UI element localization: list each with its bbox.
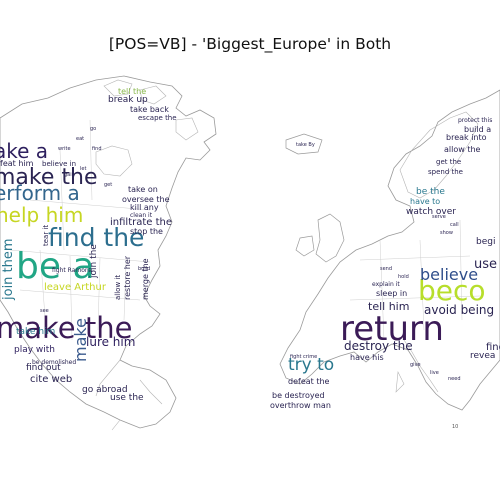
word: build a [464, 125, 491, 134]
word: sleep in [376, 289, 407, 298]
word: eat [76, 136, 84, 142]
word: show [440, 230, 453, 236]
word: join them [1, 238, 16, 301]
word: escape the [138, 114, 177, 122]
word: take him [16, 327, 55, 337]
word: erform a [0, 181, 80, 205]
word: have his [350, 353, 384, 362]
word: give [410, 362, 421, 368]
word: gain [64, 172, 75, 178]
word: find out [26, 363, 61, 373]
word: tear it [42, 225, 50, 246]
word: break up [108, 95, 148, 105]
word: see [40, 308, 49, 314]
iceland-outline [285, 133, 323, 155]
word: be a [16, 246, 95, 287]
page-title: [POS=VB] - 'Biggest_Europe' in Both [108, 35, 392, 53]
europe-map: 10 beco return try to believe avoid bein… [270, 89, 500, 430]
arctic-islands-outline [103, 79, 199, 141]
word: tell him [368, 300, 409, 313]
word: beco [418, 274, 486, 307]
word: take on [128, 185, 158, 194]
word: protect this [458, 117, 492, 124]
north-america-outline [0, 75, 217, 429]
word: begi [476, 237, 495, 247]
word: join the [89, 244, 99, 279]
word: play with [14, 345, 55, 355]
state-borders [9, 119, 151, 341]
word: destroy the [344, 339, 413, 353]
word: be destroyed [272, 391, 325, 400]
word: find [486, 342, 500, 353]
word: hold [398, 274, 409, 280]
word: stop the [130, 227, 163, 236]
country-borders [349, 219, 481, 341]
word: go abroad [82, 385, 128, 395]
word: avoid being [424, 303, 494, 317]
word: make [71, 318, 90, 362]
word: return [340, 309, 444, 349]
word: make the [0, 165, 98, 190]
europe-outline [279, 89, 500, 411]
word: feat him [0, 159, 34, 168]
word: write [58, 146, 71, 152]
word: live [430, 370, 439, 376]
word: get [104, 182, 112, 188]
word: believe [420, 265, 478, 284]
word: help him [0, 203, 83, 227]
word: oversee the [122, 195, 170, 204]
word: take back [130, 105, 169, 114]
word: allow the [444, 145, 481, 154]
word: ake a [0, 139, 48, 163]
word: try to [288, 355, 334, 375]
word: spend the [428, 168, 463, 176]
north-america-wordcloud: ake a make the erform a help him find th… [0, 87, 177, 403]
word: get the [436, 158, 461, 166]
word: find [92, 146, 102, 152]
word: fight Ramona [52, 267, 93, 274]
word: build [138, 266, 150, 272]
scale-mark: 10 [452, 424, 458, 430]
word: fight crime [290, 354, 317, 360]
word: clean it [130, 212, 153, 219]
word: defeat the [288, 377, 330, 386]
word: allow it [114, 275, 122, 300]
word: be demolished [32, 359, 76, 366]
word: tell the [118, 87, 146, 96]
word: leave Arthur [44, 282, 107, 293]
hudson-bay-outline [95, 145, 133, 177]
central-america-outline [95, 359, 163, 431]
scandinavia-outline [399, 111, 479, 199]
word: overthrow man [270, 401, 331, 410]
word: use [474, 257, 497, 272]
word: believe in [42, 160, 76, 168]
word: use the [110, 393, 144, 403]
word: take By [296, 142, 315, 148]
word: revea [470, 351, 495, 361]
word: kill any [130, 203, 159, 212]
word: have to [410, 197, 440, 206]
word: be the [416, 187, 445, 197]
italy-outline [395, 339, 439, 393]
british-isles-outline [295, 213, 345, 263]
word: merge the [141, 258, 150, 300]
word: serve [432, 214, 446, 220]
word: find the [48, 223, 144, 252]
word: infiltrate the [110, 217, 172, 228]
word: send [380, 266, 392, 272]
word: cite web [30, 374, 72, 385]
word: make the [0, 311, 132, 345]
north-america-map: ake a make the erform a help him find th… [0, 75, 217, 431]
word: lure him [86, 335, 135, 349]
word: explain it [372, 281, 400, 288]
word: let [80, 166, 86, 172]
word: break into [446, 133, 487, 142]
word: watch over [406, 207, 456, 217]
word: need [448, 376, 461, 382]
word: go [90, 126, 96, 132]
word: restore her [123, 255, 132, 300]
word: call [450, 222, 459, 228]
europe-wordcloud: beco return try to believe avoid being t… [270, 117, 500, 410]
